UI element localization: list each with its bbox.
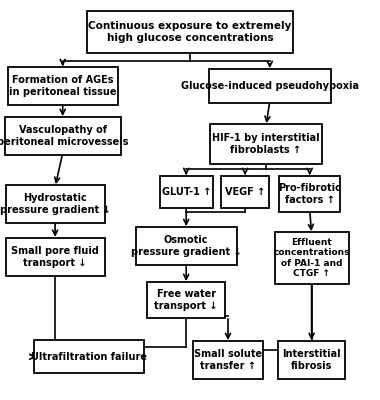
FancyBboxPatch shape [5,117,121,155]
FancyBboxPatch shape [8,67,118,105]
FancyBboxPatch shape [87,11,293,53]
Text: Ultrafiltration failure: Ultrafiltration failure [31,352,147,362]
Text: Interstitial
fibrosis: Interstitial fibrosis [282,349,341,371]
Text: Pro-fibrotic
factors ↑: Pro-fibrotic factors ↑ [278,183,341,205]
FancyBboxPatch shape [34,340,144,373]
FancyBboxPatch shape [147,282,225,318]
FancyBboxPatch shape [160,176,213,208]
FancyBboxPatch shape [209,69,331,103]
Text: Vasculopathy of
peritoneal microvessels: Vasculopathy of peritoneal microvessels [0,125,128,147]
Text: Small pore fluid
transport ↓: Small pore fluid transport ↓ [11,246,99,268]
Text: Formation of AGEs
in peritoneal tissue: Formation of AGEs in peritoneal tissue [9,75,116,97]
FancyBboxPatch shape [221,176,269,208]
Text: Osmotic
pressure gradient ↓: Osmotic pressure gradient ↓ [131,235,242,257]
FancyBboxPatch shape [274,232,348,284]
Text: VEGF ↑: VEGF ↑ [225,187,265,197]
FancyBboxPatch shape [193,341,263,379]
Text: Continuous exposure to extremely
high glucose concentrations: Continuous exposure to extremely high gl… [88,21,292,43]
Text: HIF-1 by interstitial
fibroblasts ↑: HIF-1 by interstitial fibroblasts ↑ [212,133,320,155]
FancyBboxPatch shape [6,238,104,276]
Text: Hydrostatic
pressure gradient ↓: Hydrostatic pressure gradient ↓ [0,193,111,215]
Text: Glucose-induced pseudohypoxia: Glucose-induced pseudohypoxia [181,81,359,91]
Text: Free water
transport ↓: Free water transport ↓ [154,289,218,311]
Text: Effluent
concentrations
of PAI-1 and
CTGF ↑: Effluent concentrations of PAI-1 and CTG… [273,238,350,278]
FancyBboxPatch shape [210,124,322,164]
FancyBboxPatch shape [6,185,104,223]
FancyBboxPatch shape [278,341,345,379]
Text: GLUT-1 ↑: GLUT-1 ↑ [162,187,211,197]
Text: Small solute
transfer ↑: Small solute transfer ↑ [194,349,262,371]
FancyBboxPatch shape [279,176,340,212]
FancyBboxPatch shape [136,227,236,265]
